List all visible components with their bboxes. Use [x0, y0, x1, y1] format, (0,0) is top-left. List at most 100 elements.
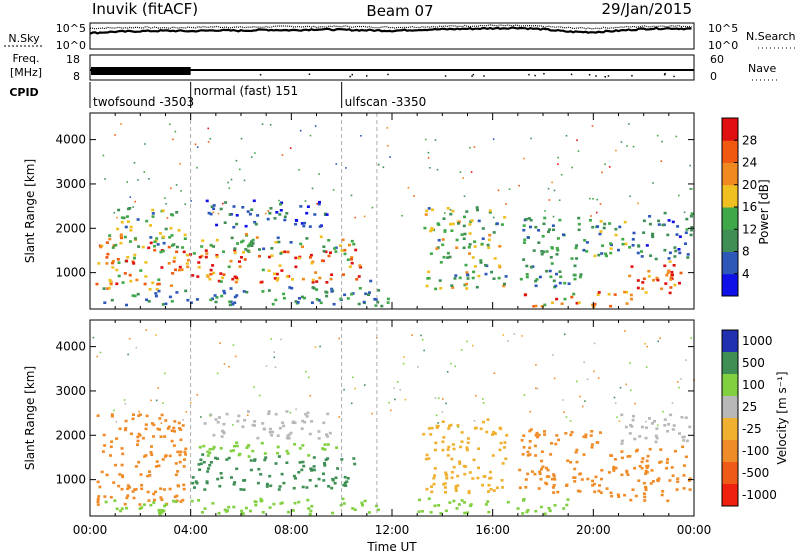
power-cell — [660, 160, 663, 162]
power-cell — [229, 259, 233, 263]
power-cell — [135, 278, 139, 282]
power-cell — [139, 269, 143, 272]
velocity-cell — [578, 472, 582, 476]
velocity-cell — [251, 449, 255, 453]
power-cell — [423, 226, 427, 230]
velocity-cell — [600, 469, 604, 472]
velocity-cell — [474, 426, 478, 430]
power-cell — [175, 291, 179, 294]
power-cell — [602, 226, 606, 230]
velocity-cell — [234, 355, 237, 358]
velocity-cell — [101, 450, 105, 453]
y-tick-label: 3000 — [55, 384, 86, 398]
velocity-cell — [466, 437, 470, 440]
power-cell — [240, 256, 243, 259]
power-cell — [194, 143, 197, 146]
velocity-cell — [616, 416, 618, 419]
velocity-cell — [586, 477, 590, 481]
power-cell — [184, 203, 187, 205]
velocity-cell — [607, 471, 611, 474]
velocity-cell — [274, 462, 278, 465]
velocity-cell — [148, 474, 152, 477]
power-cell — [607, 292, 611, 296]
velocity-cell — [403, 356, 405, 358]
power-cell — [642, 231, 646, 234]
power-cell — [308, 225, 312, 228]
velocity-cell — [301, 444, 305, 447]
power-cell — [427, 151, 430, 154]
velocity-cell — [456, 424, 460, 427]
power-cell — [235, 159, 238, 162]
power-cell — [126, 256, 130, 259]
power-cell — [678, 281, 681, 285]
power-cell — [233, 295, 237, 299]
velocity-cell — [565, 483, 569, 487]
x-tick-label: 04:00 — [173, 523, 208, 537]
power-cell — [204, 255, 208, 259]
power-cell — [175, 211, 179, 214]
velocity-cell — [605, 487, 609, 490]
power-cell — [429, 252, 433, 255]
velocity-cell — [446, 448, 450, 451]
power-cell — [151, 215, 155, 218]
power-cell — [669, 278, 673, 281]
velocity-cell — [363, 499, 367, 503]
power-cell — [290, 286, 294, 290]
velocity-cell — [650, 469, 654, 472]
power-cell — [525, 273, 529, 276]
velocity-cell — [452, 465, 456, 469]
velocity-cell — [575, 448, 579, 452]
velocity-cell — [609, 491, 613, 495]
velocity-cell — [268, 506, 272, 509]
power-cell — [350, 258, 353, 261]
velocity-cell — [524, 486, 528, 489]
velocity-cell — [128, 337, 131, 340]
power-cell — [294, 218, 298, 222]
velocity-cell — [673, 449, 677, 453]
power-cell — [134, 200, 136, 203]
velocity-cell — [620, 456, 624, 460]
power-cell — [304, 200, 307, 202]
power-cell — [451, 222, 455, 226]
velocity-cell — [343, 388, 345, 391]
velocity-cell — [354, 387, 356, 390]
velocity-cell — [640, 425, 644, 429]
power-cell — [233, 301, 237, 304]
velocity-cell — [269, 484, 273, 488]
power-cell — [476, 208, 479, 212]
power-cell — [137, 245, 141, 248]
velocity-cell — [507, 340, 509, 342]
power-cell — [359, 265, 363, 269]
velocity-cell — [249, 459, 253, 462]
power-cell — [689, 188, 691, 190]
velocity-cell — [543, 430, 546, 433]
power-cell — [145, 298, 149, 302]
power-cell — [522, 228, 526, 232]
power-cell — [665, 273, 669, 277]
velocity-cell — [582, 405, 584, 408]
power-cell — [675, 233, 679, 236]
power-cell — [472, 270, 476, 274]
velocity-cell — [229, 449, 233, 453]
velocity-cell — [504, 457, 508, 460]
power-cell — [215, 255, 219, 259]
velocity-cell — [454, 365, 457, 368]
velocity-cell — [688, 425, 692, 429]
power-cell — [317, 299, 321, 302]
power-cell — [552, 228, 555, 232]
power-cell — [560, 302, 564, 305]
power-cell — [213, 294, 217, 297]
velocity-cell — [124, 428, 127, 432]
power-cell — [268, 255, 271, 259]
velocity-cell — [247, 455, 251, 458]
velocity-cell — [278, 485, 282, 488]
x-axis-label: Time UT — [366, 540, 417, 554]
velocity-cell — [612, 467, 616, 470]
power-cell — [357, 275, 361, 278]
velocity-cell — [521, 512, 525, 515]
power-cell — [548, 269, 552, 273]
velocity-cell — [590, 430, 594, 433]
power-cell — [596, 225, 600, 228]
power-cell — [235, 277, 239, 281]
velocity-cell — [285, 449, 289, 453]
